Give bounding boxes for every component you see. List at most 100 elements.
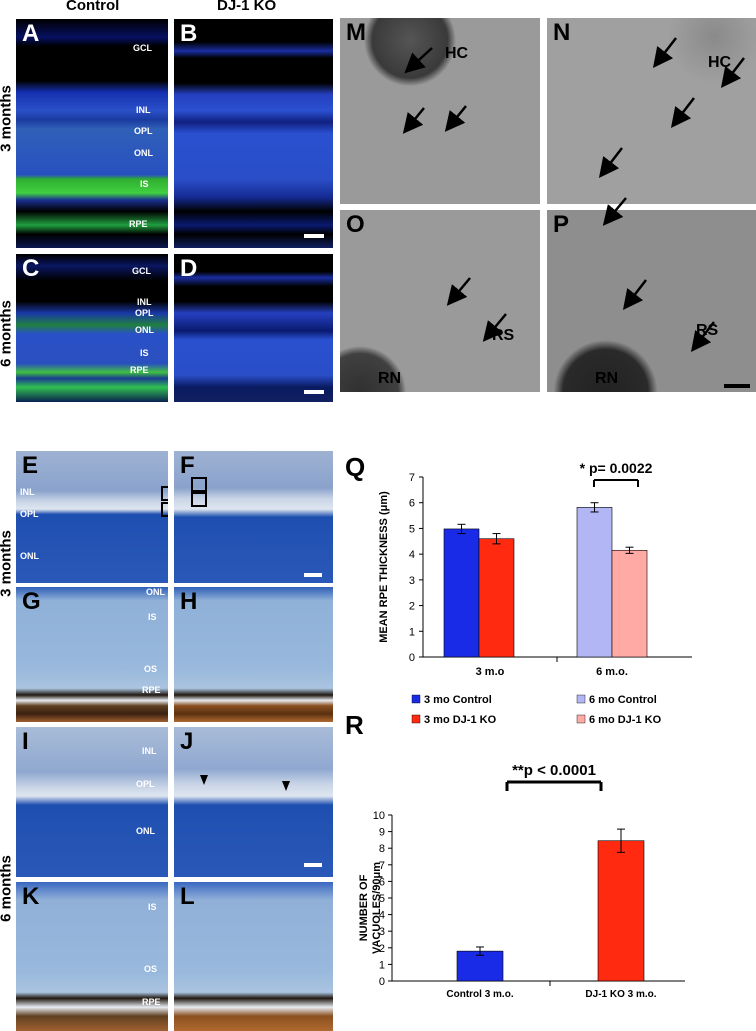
scale-bar <box>304 234 324 238</box>
panel-p-label: P <box>553 211 570 238</box>
panel-j-label: J <box>180 728 194 755</box>
legend-label: 3 mo Control <box>424 694 492 706</box>
layer-rpe-label: RPE <box>142 997 161 1007</box>
bar <box>456 950 504 982</box>
layer-opl-label: OPL <box>20 509 39 519</box>
arrow-icon <box>482 313 507 342</box>
chart-q: 0 1 2 3 4 5 6 7 MEAN RPE THICKNESS (μm) 3 m.o 6 m.… <box>378 460 692 726</box>
panel-g-label: G <box>22 588 41 615</box>
scale-bar <box>304 863 322 867</box>
y-tick-label: 2 <box>409 601 415 613</box>
layer-gcl-label: GCL <box>132 266 151 276</box>
panel-e-label: E <box>22 452 39 479</box>
em-arrows <box>402 37 745 352</box>
legend-swatch <box>576 694 586 704</box>
layer-opl-label: OPL <box>136 779 155 789</box>
y-tick-label: 9 <box>379 827 385 839</box>
layer-onl-label: ONL <box>146 587 165 597</box>
layer-os-label: OS <box>144 964 158 974</box>
layer-onl-label: ONL <box>134 148 153 158</box>
panel-j-image: J <box>174 727 333 877</box>
y-tick-label: 4 <box>409 549 415 561</box>
y-tick-label: 7 <box>409 472 415 484</box>
inset-box <box>161 486 168 501</box>
layer-inl-label: INL <box>20 487 35 497</box>
bar <box>576 507 613 658</box>
y-tick-label: 3 <box>379 926 385 938</box>
y-tick-label: 8 <box>379 843 385 855</box>
layer-is-label: IS <box>140 179 149 189</box>
inset-box <box>161 502 168 517</box>
scale-bar <box>304 390 324 394</box>
y-tick-label: 1 <box>409 626 415 638</box>
ko-column-header: DJ-1 KO <box>217 0 277 14</box>
rn-label: RN <box>595 370 619 387</box>
inset-box <box>191 477 207 492</box>
arrow-icon <box>402 107 425 134</box>
layer-onl-label: ONL <box>136 826 155 836</box>
x-tick-label: 3 m.o <box>476 666 505 678</box>
row-label-6-months-fluor: 6 months <box>0 300 15 367</box>
legend-swatch <box>411 694 421 704</box>
panel-k-image: K IS OS RPE <box>16 882 168 1031</box>
y-tick-label: 5 <box>379 893 385 905</box>
significance-annotation: * p= 0.0022 <box>580 460 653 476</box>
panel-a-label: A <box>22 20 40 47</box>
y-tick-label: 2 <box>379 943 385 955</box>
panel-i-image: I INL OPL ONL <box>16 727 168 877</box>
panel-p-image: P RS RN <box>547 210 756 392</box>
x-tick-label: Control 3 m.o. <box>446 989 513 1000</box>
bar <box>478 538 515 658</box>
panel-e-image: E INL OPL ONL <box>16 451 168 583</box>
layer-opl-label: OPL <box>134 126 153 136</box>
arrow-icon <box>444 105 467 132</box>
panel-k-label: K <box>22 883 40 910</box>
panel-n-label: N <box>553 19 571 46</box>
scale-bar <box>724 384 750 388</box>
layer-onl-label: ONL <box>20 551 39 561</box>
panel-h-image: H <box>174 587 333 722</box>
arrow-icon <box>652 37 677 68</box>
y-tick-label: 6 <box>379 876 385 888</box>
bar <box>611 549 648 658</box>
scale-bar <box>304 573 322 577</box>
y-axis-label: NUMBER OFVACUOLES/90μm <box>358 862 383 954</box>
panel-m-label: M <box>346 19 366 46</box>
arrow-icon <box>446 277 471 306</box>
panel-m-image: M HC <box>340 18 540 204</box>
y-tick-label: 6 <box>409 498 415 510</box>
arrowhead-icon <box>282 781 290 791</box>
panel-f-label: F <box>180 452 195 479</box>
legend-label: 6 mo DJ-1 KO <box>589 714 662 726</box>
panel-i-label: I <box>22 728 29 755</box>
panel-b-image: B <box>174 19 333 248</box>
panel-d-image: D <box>174 254 333 402</box>
panel-o-label: O <box>346 211 365 238</box>
x-tick-label: DJ-1 KO 3 m.o. <box>585 989 656 1000</box>
control-column-header: Control <box>66 0 120 14</box>
hc-label: HC <box>445 45 469 62</box>
panel-g-image: G ONL IS OS RPE <box>16 587 168 722</box>
panel-a-image: A GCL INL OPL ONL IS RPE <box>16 19 168 248</box>
layer-opl-label: OPL <box>135 308 154 318</box>
y-tick-label: 1 <box>379 959 385 971</box>
row-label-6-months-histo: 6 months <box>0 855 15 922</box>
layer-gcl-label: GCL <box>133 43 152 53</box>
arrow-icon <box>602 197 627 226</box>
significance-annotation: **p < 0.0001 <box>512 762 596 779</box>
y-tick-label: 0 <box>379 976 385 988</box>
layer-rpe-label: RPE <box>130 365 149 375</box>
panel-c-label: C <box>22 255 40 282</box>
layer-is-label: IS <box>148 902 157 912</box>
arrow-icon <box>720 57 745 88</box>
rn-label: RN <box>378 370 402 387</box>
row-label-3-months-fluor: 3 months <box>0 85 15 152</box>
row-label-3-months-histo: 3 months <box>0 530 15 597</box>
panel-c-image: C GCL INL OPL ONL IS RPE <box>16 254 168 402</box>
y-tick-label: 10 <box>373 810 385 822</box>
arrow-icon <box>622 279 647 310</box>
panel-n-image: N HC <box>547 18 756 204</box>
panel-o-image: O RS RN <box>340 210 540 392</box>
layer-os-label: OS <box>144 664 158 674</box>
layer-rpe-label: RPE <box>129 219 148 229</box>
